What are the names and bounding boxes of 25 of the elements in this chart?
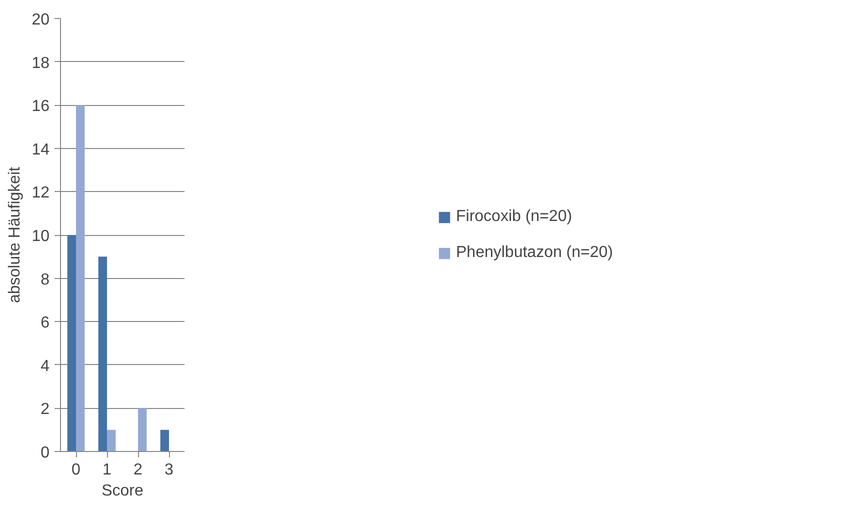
x-tick-label: 2 [134,462,143,478]
x-tick-label: 1 [102,462,112,478]
bar [98,256,107,452]
y-tick-label: 12 [32,184,50,202]
y-tick-label: 18 [32,54,50,72]
y-tick-label: 10 [32,228,50,245]
x-tick-label: 0 [72,462,81,478]
x-axis-title: Score [102,482,144,500]
y-tick-label: 4 [40,358,50,375]
y-tick-label: 0 [40,444,50,462]
bar [67,235,76,452]
legend-label: Firocoxib (n=20) [456,208,572,226]
y-axis-title: absolute Häufigkeit [6,166,24,304]
y-tick-label: 8 [40,271,50,288]
y-tick-label: 16 [32,98,50,116]
y-tick-label: 2 [40,401,50,418]
legend-label: Phenylbutazon (n=20) [456,244,613,262]
y-tick-label: 14 [32,141,50,158]
y-tick-label: 20 [32,12,50,28]
bar [160,430,169,452]
bar [107,430,116,452]
x-tick-label: 3 [164,462,174,478]
bar [76,105,85,452]
y-tick-label: 6 [40,314,50,332]
bar [138,408,147,452]
